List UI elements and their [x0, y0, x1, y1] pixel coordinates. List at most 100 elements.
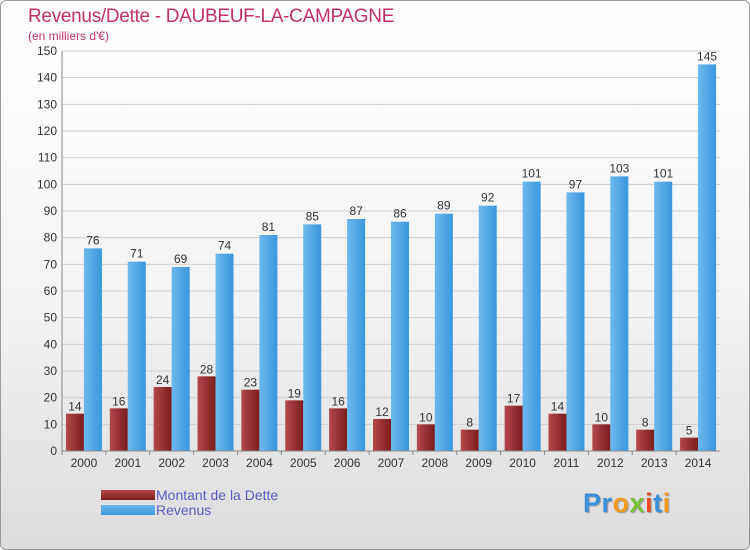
y-tick-label: 120	[37, 124, 57, 138]
logo-letter: t	[653, 488, 663, 518]
legend-swatch-dette	[101, 490, 155, 500]
logo-letter: i	[645, 488, 654, 518]
y-tick-label: 130	[37, 97, 57, 111]
bar-revenus-2010	[522, 181, 541, 451]
x-tick-label: 2010	[509, 456, 536, 470]
x-tick-label: 2000	[71, 456, 98, 470]
x-tick-label: 2007	[378, 456, 405, 470]
y-tick-label: 100	[37, 177, 57, 191]
bar-dette-2001	[109, 408, 128, 451]
y-tick-label: 30	[44, 364, 58, 378]
x-tick-label: 2011	[554, 456, 580, 470]
data-label-revenus: 87	[349, 204, 363, 218]
chart-subtitle: (en milliers d'€)	[28, 29, 109, 43]
bar-revenus-2013	[654, 181, 673, 451]
data-label-dette: 16	[331, 394, 345, 408]
data-label-revenus: 81	[262, 220, 276, 234]
data-label-dette: 23	[244, 376, 258, 390]
bar-dette-2010	[504, 405, 523, 451]
data-label-revenus: 69	[174, 252, 188, 266]
data-label-dette: 10	[419, 410, 433, 424]
y-tick-label: 110	[38, 151, 57, 165]
bar-dette-2006	[329, 408, 348, 451]
y-tick-label: 40	[44, 337, 58, 351]
logo-letter: i	[662, 488, 671, 518]
y-tick-label: 10	[44, 417, 58, 431]
data-label-dette: 14	[551, 400, 565, 414]
logo-letter: o	[612, 488, 630, 518]
bar-revenus-2003	[215, 253, 234, 451]
y-tick-label: 20	[44, 391, 58, 405]
data-label-dette: 28	[200, 362, 214, 376]
bar-revenus-2006	[347, 219, 366, 451]
data-label-revenus: 85	[306, 209, 320, 223]
bar-revenus-2002	[171, 267, 190, 451]
data-label-dette: 10	[595, 410, 609, 424]
y-tick-label: 150	[37, 44, 57, 58]
bar-revenus-2001	[127, 261, 146, 451]
data-label-revenus: 92	[481, 191, 495, 205]
logo-letter: r	[601, 488, 613, 518]
bar-revenus-2009	[478, 205, 497, 451]
bar-revenus-2000	[83, 248, 102, 451]
logo-letter: x	[629, 488, 646, 518]
data-label-revenus: 86	[393, 207, 407, 221]
bar-dette-2014	[680, 437, 699, 451]
x-tick-label: 2012	[597, 456, 624, 470]
x-tick-label: 2005	[290, 456, 317, 470]
bar-dette-2003	[197, 376, 216, 451]
x-tick-label: 2008	[422, 456, 449, 470]
data-label-revenus: 103	[609, 161, 629, 175]
data-label-revenus: 74	[218, 239, 232, 253]
bar-revenus-2014	[698, 64, 717, 452]
data-label-dette: 12	[375, 405, 389, 419]
bar-dette-2011	[548, 413, 567, 451]
x-tick-label: 2004	[246, 456, 273, 470]
bar-revenus-2005	[303, 224, 322, 451]
x-tick-label: 2009	[465, 456, 492, 470]
x-tick-label: 2006	[334, 456, 361, 470]
data-label-dette: 8	[642, 416, 649, 430]
bar-revenus-2007	[391, 221, 409, 451]
legend-label-dette: Montant de la Dette	[156, 487, 279, 503]
logo-letter: P	[583, 488, 602, 518]
y-tick-label: 0	[50, 444, 57, 458]
y-tick-label: 140	[37, 71, 57, 85]
data-label-revenus: 76	[86, 233, 100, 247]
y-tick-label: 90	[44, 204, 58, 218]
bar-dette-2013	[636, 429, 655, 451]
bar-revenus-2008	[434, 213, 453, 451]
bar-revenus-2012	[610, 176, 629, 452]
legend-swatch-revenus	[101, 505, 155, 515]
x-tick-label: 2003	[202, 456, 229, 470]
bar-revenus-2011	[566, 192, 585, 452]
data-label-revenus: 89	[437, 199, 451, 213]
bar-dette-2005	[285, 400, 304, 451]
y-tick-label: 80	[44, 231, 58, 245]
y-tick-label: 70	[44, 257, 58, 271]
x-tick-label: 2013	[641, 456, 668, 470]
data-label-dette: 16	[112, 394, 126, 408]
data-label-dette: 17	[507, 392, 521, 406]
data-label-revenus: 71	[130, 247, 144, 261]
x-tick-label: 2014	[685, 456, 712, 470]
x-tick-label: 2002	[158, 456, 185, 470]
bar-dette-2008	[416, 424, 435, 451]
legend-label-revenus: Revenus	[156, 502, 212, 518]
bar-dette-2004	[241, 389, 260, 451]
y-tick-label: 60	[44, 284, 58, 298]
data-label-revenus: 145	[697, 49, 717, 63]
data-label-revenus: 101	[653, 167, 673, 181]
data-label-dette: 24	[156, 373, 170, 387]
data-label-dette: 19	[288, 386, 302, 400]
bar-dette-2009	[460, 429, 479, 451]
proxiti-logo: Proxiti	[583, 488, 671, 519]
bar-dette-2012	[592, 424, 611, 451]
y-tick-label: 50	[44, 311, 58, 325]
data-label-revenus: 97	[569, 177, 583, 191]
data-label-revenus: 101	[522, 167, 542, 181]
x-tick-label: 2001	[114, 456, 141, 470]
data-label-dette: 5	[686, 424, 693, 438]
